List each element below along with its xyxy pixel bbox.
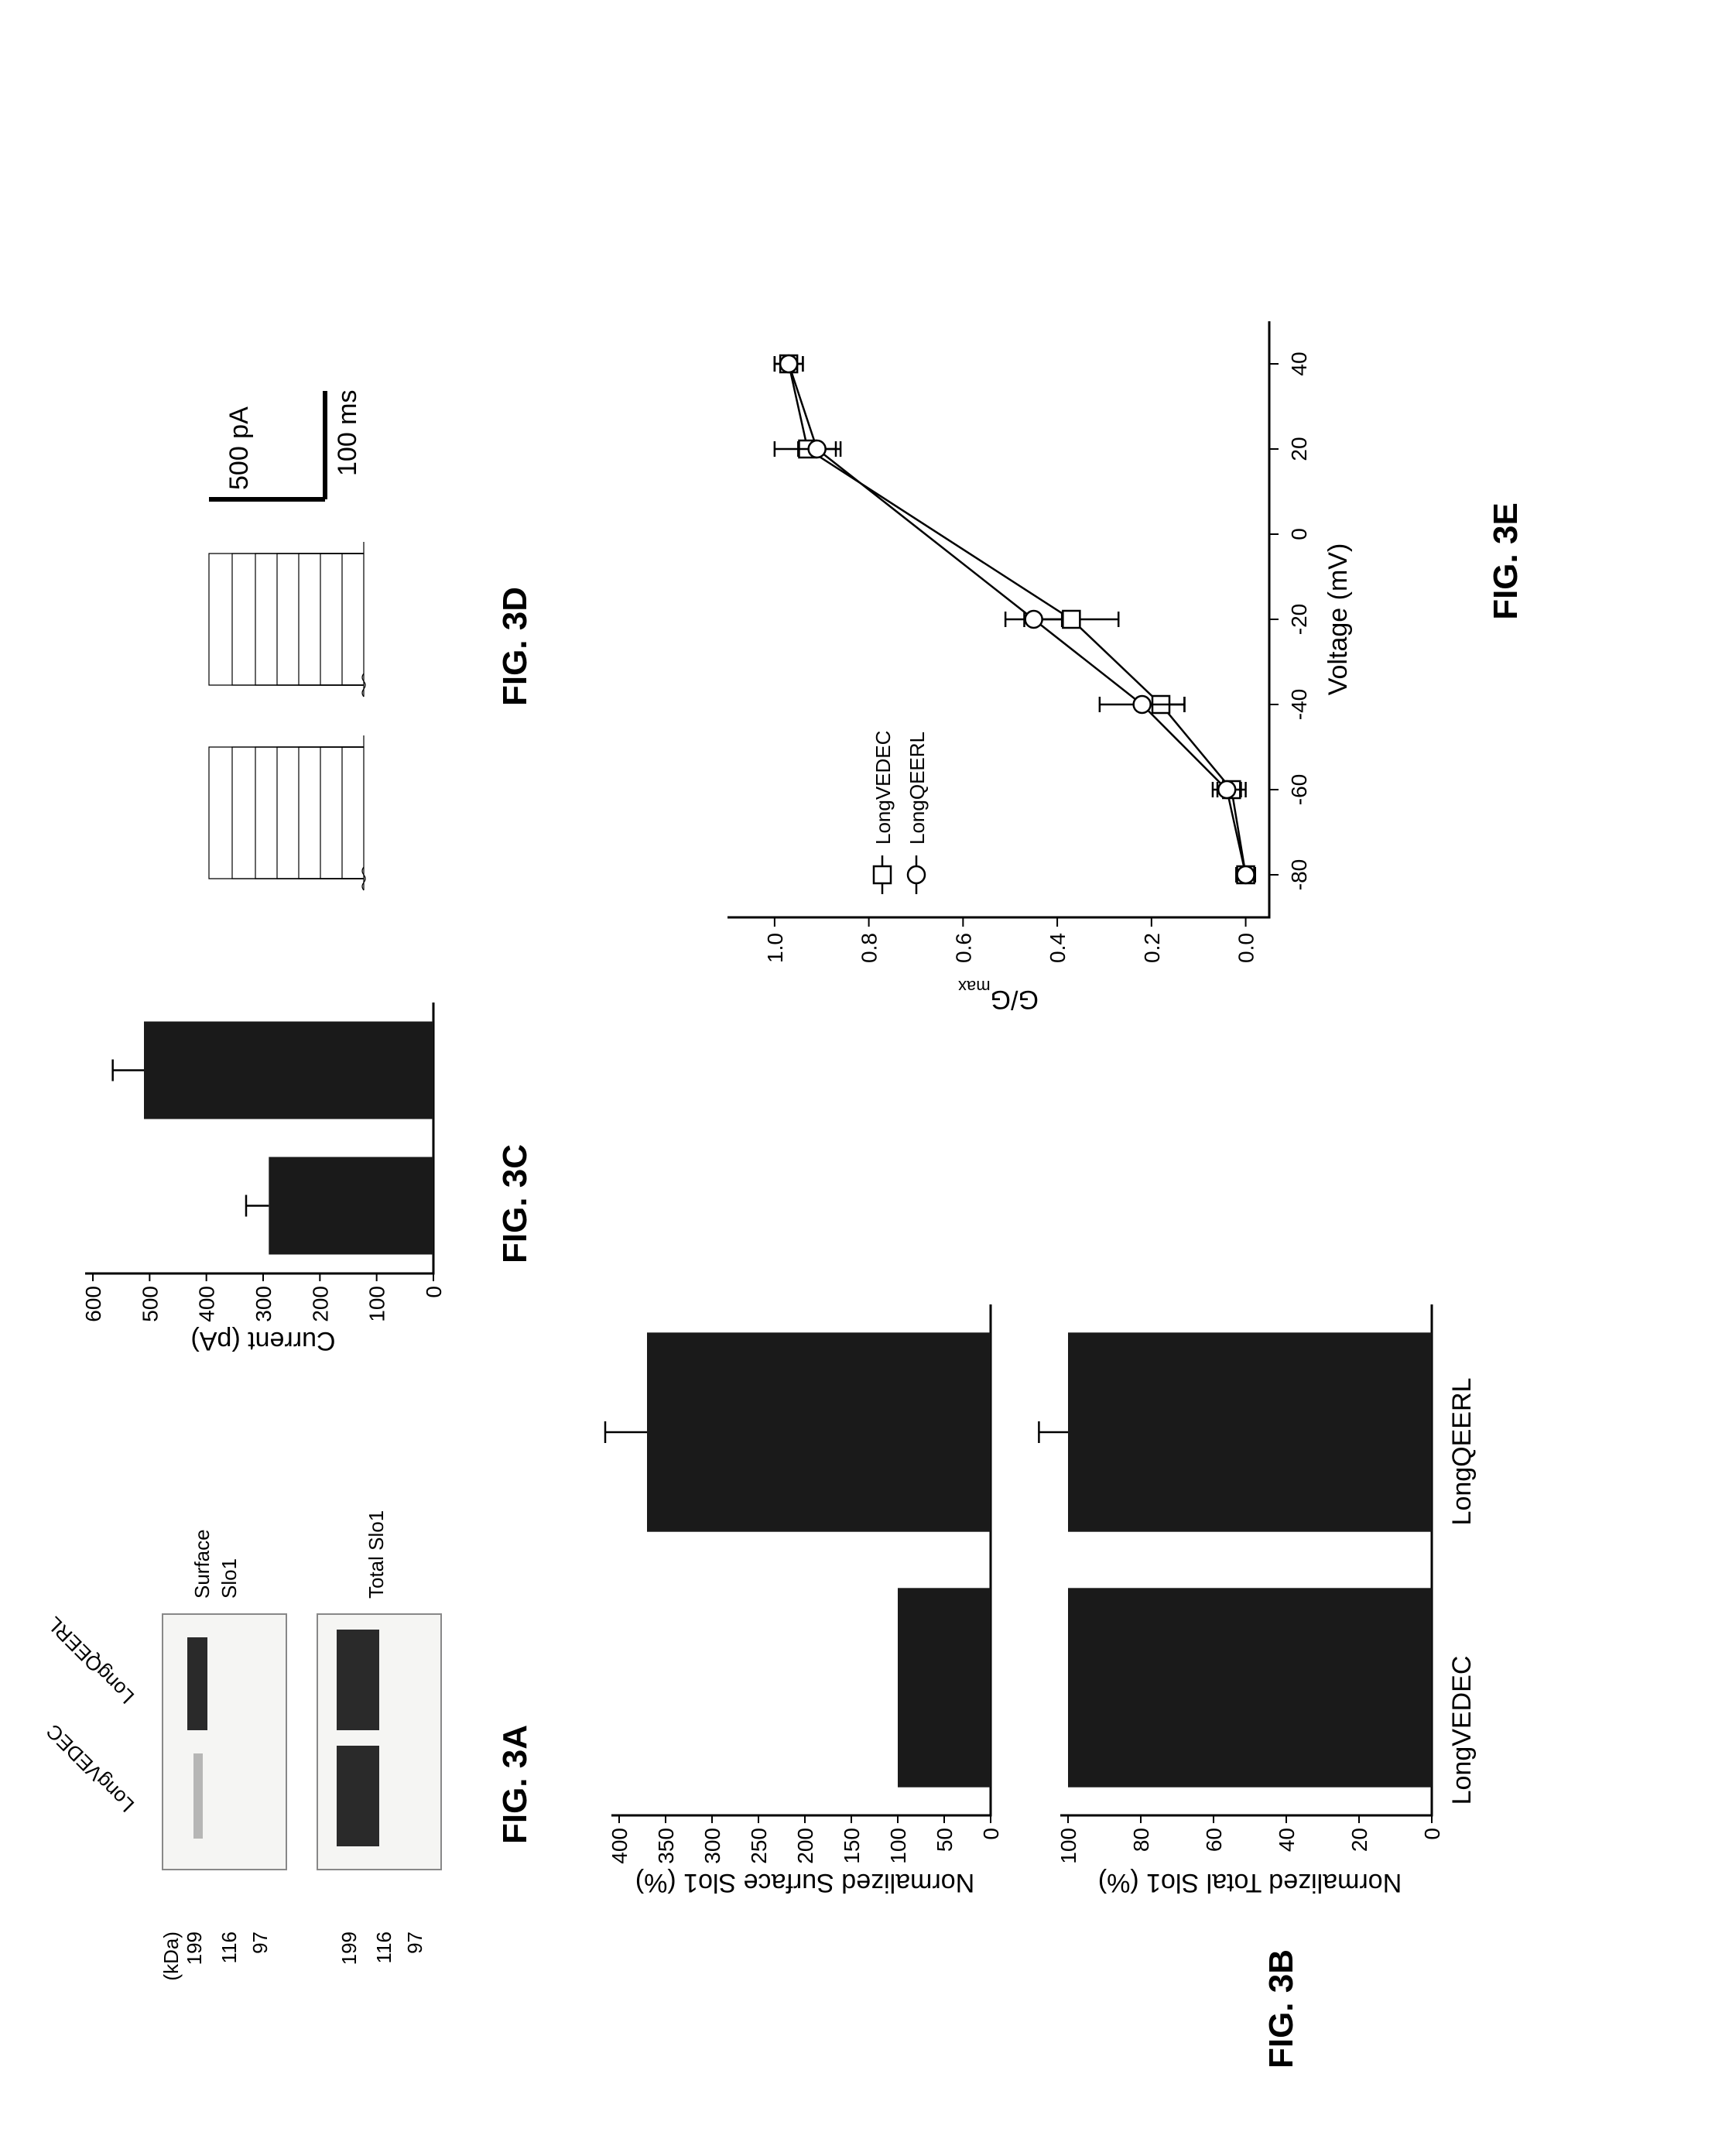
bar <box>1068 1332 1432 1531</box>
svg-text:0.4: 0.4 <box>1046 933 1070 963</box>
surface-label-b: Slo1 <box>217 1558 241 1599</box>
bar <box>144 1022 433 1119</box>
chart-3b: 0 20 40 60 80 100 Normalized Total Slo1 (%) <box>1039 1304 1444 1897</box>
svg-text:97: 97 <box>403 1931 426 1954</box>
svg-text:150: 150 <box>840 1828 864 1864</box>
fig3b-label: FIG. 3B <box>1262 1949 1300 2069</box>
svg-text:200: 200 <box>308 1286 332 1322</box>
svg-text:0.0: 0.0 <box>1234 933 1258 963</box>
svg-text:100: 100 <box>365 1286 389 1322</box>
bar <box>647 1332 991 1531</box>
svg-text:0.8: 0.8 <box>858 933 882 963</box>
svg-text:-80: -80 <box>1287 859 1311 890</box>
kda-label: (kDa) <box>159 1931 183 1981</box>
chart-3e: -80 -60 -40 -20 0 20 40 0.0 0.2 0.4 0.6 0.8 1.0 Volta… <box>727 321 1353 1014</box>
svg-text:Normalized Total Slo1 (%): Normalized Total Slo1 (%) <box>1098 1868 1402 1897</box>
svg-text:0.2: 0.2 <box>1140 933 1164 963</box>
svg-text:0.6: 0.6 <box>951 933 975 963</box>
svg-text:97: 97 <box>248 1931 272 1954</box>
fig3e-label: FIG. 3E <box>1487 502 1525 620</box>
svg-text:199: 199 <box>337 1931 361 1965</box>
svg-text:100: 100 <box>886 1828 910 1864</box>
svg-text:50: 50 <box>933 1828 957 1852</box>
svg-text:20: 20 <box>1347 1828 1371 1852</box>
svg-text:20: 20 <box>1287 437 1311 461</box>
svg-text:116: 116 <box>372 1931 395 1963</box>
svg-text:80: 80 <box>1129 1828 1153 1852</box>
svg-text:250: 250 <box>747 1828 771 1864</box>
bar <box>1068 1588 1432 1787</box>
lane-longvedec: LongVEDEC <box>42 1720 139 1817</box>
svg-text:40: 40 <box>1275 1828 1299 1852</box>
svg-text:200: 200 <box>793 1828 817 1864</box>
svg-text:400: 400 <box>608 1828 632 1864</box>
total-label: Total Slo1 <box>365 1510 388 1599</box>
svg-text:0: 0 <box>422 1286 446 1298</box>
svg-text:LongVEDEC: LongVEDEC <box>1447 1656 1477 1805</box>
fig3d-label: FIG. 3D <box>496 587 534 706</box>
svg-text:-20: -20 <box>1287 604 1311 635</box>
svg-text:300: 300 <box>700 1828 724 1864</box>
svg-text:100 ms: 100 ms <box>333 390 362 477</box>
svg-text:LongQEERL: LongQEERL <box>906 732 929 845</box>
svg-text:LongVEDEC: LongVEDEC <box>871 731 895 845</box>
svg-text:60: 60 <box>1202 1828 1226 1852</box>
svg-text:G/Gmax: G/Gmax <box>958 978 1039 1015</box>
svg-text:0: 0 <box>1287 528 1311 540</box>
svg-text:-40: -40 <box>1287 689 1311 720</box>
fig3a-label: FIG. 3A <box>496 1725 534 1844</box>
svg-text:500: 500 <box>138 1286 162 1322</box>
chart-3c: 0 100 200 300 400 500 600 Current (pA) <box>81 1003 446 1356</box>
chart-3d: 500 pA 100 ms <box>209 390 365 891</box>
svg-text:300: 300 <box>252 1286 276 1322</box>
lane-longqeerl: LongQEERL <box>43 1613 139 1709</box>
svg-text:40: 40 <box>1287 351 1311 375</box>
svg-text:400: 400 <box>195 1286 219 1322</box>
svg-text:Normalized Surface Slo1 (%): Normalized Surface Slo1 (%) <box>635 1868 974 1897</box>
fig3c-label: FIG. 3C <box>496 1144 534 1263</box>
svg-text:116: 116 <box>217 1931 241 1963</box>
figure-panel: (kDa) LongVEDEC LongQEERL 199 116 97 Sur… <box>15 0 1707 2125</box>
svg-text:Current (pA): Current (pA) <box>190 1326 335 1356</box>
western-blot: (kDa) LongVEDEC LongQEERL 199 116 97 Sur… <box>42 1510 441 1981</box>
chart-3a: 0 50 100 150 200 250 300 350 400Normalized Surfa… <box>605 1304 1003 1897</box>
svg-text:-60: -60 <box>1287 774 1311 805</box>
svg-text:199: 199 <box>183 1931 206 1965</box>
bar <box>898 1588 991 1787</box>
svg-text:500 pA: 500 pA <box>224 406 254 490</box>
surface-label-a: Surface <box>190 1529 214 1599</box>
svg-text:1.0: 1.0 <box>763 933 787 963</box>
svg-text:0: 0 <box>1420 1828 1444 1840</box>
svg-text:0: 0 <box>979 1828 1003 1840</box>
svg-text:100: 100 <box>1056 1828 1080 1864</box>
bar <box>269 1157 433 1255</box>
svg-text:Voltage (mV): Voltage (mV) <box>1323 543 1353 696</box>
svg-text:600: 600 <box>81 1286 105 1322</box>
svg-text:LongQEERL: LongQEERL <box>1447 1378 1477 1526</box>
svg-text:350: 350 <box>654 1828 678 1864</box>
